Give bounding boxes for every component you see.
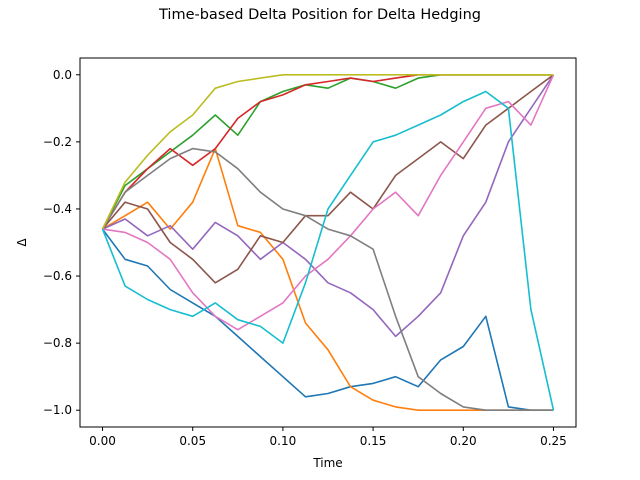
series-line-5 — [102, 74, 555, 338]
chart-title: Time-based Delta Position for Delta Hedg… — [159, 7, 481, 23]
x-axis-label: Time — [312, 456, 342, 470]
series-line-7 — [102, 74, 555, 331]
x-tick-label: 0.15 — [360, 434, 387, 448]
y-tick-label: −0.2 — [43, 135, 72, 149]
x-tick-label: 0.10 — [270, 434, 297, 448]
series-line-3 — [101, 74, 554, 230]
x-tick-label: 0.00 — [89, 434, 116, 448]
axes-frame — [79, 57, 577, 428]
ticks-layer: 0.00 0.05 0.10 0.15 0.20 0.25 0.0 −0.2 −0.4 −0.6 −… — [43, 68, 567, 448]
x-tick-label: 0.20 — [450, 434, 477, 448]
y-tick-label: −0.4 — [43, 202, 72, 216]
series-layer — [101, 74, 555, 412]
series-line-9 — [101, 74, 554, 230]
y-tick-label: −0.8 — [43, 336, 72, 350]
y-tick-label: 0.0 — [53, 68, 72, 82]
series-line-2 — [102, 147, 554, 412]
series-line-6 — [101, 74, 554, 284]
x-tick-label: 0.25 — [540, 434, 567, 448]
series-line-1 — [101, 228, 554, 412]
series-line-10 — [101, 90, 555, 411]
series-line-8 — [101, 147, 554, 412]
x-tick-label: 0.05 — [179, 434, 206, 448]
y-tick-label: −1.0 — [43, 403, 72, 417]
y-axis-label: Δ — [15, 238, 29, 247]
y-tick-label: −0.6 — [43, 269, 72, 283]
